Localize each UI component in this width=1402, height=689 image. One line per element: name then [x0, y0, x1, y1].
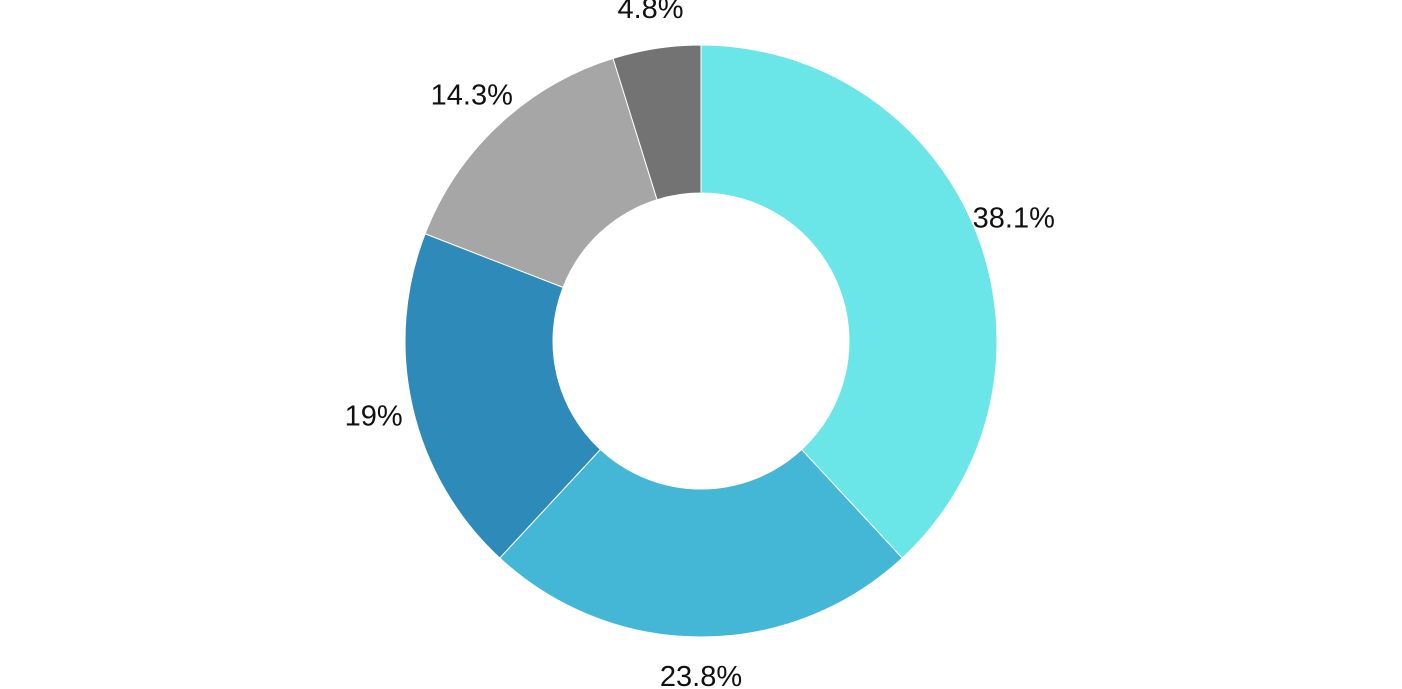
donut-labels: 38.1% 23.8% 19% 14.3% 4.8% [345, 0, 1055, 689]
donut-slice-3 [424, 57, 658, 289]
donut-slice-0 [700, 44, 998, 559]
donut-slice-1 [499, 448, 903, 638]
slice-label-4: 4.8% [617, 0, 683, 25]
slice-label-0: 38.1% [973, 202, 1055, 234]
donut-slice-4 [612, 44, 702, 201]
donut-slice-2 [404, 233, 602, 559]
slice-label-3: 14.3% [431, 79, 513, 111]
donut-slices [404, 44, 998, 638]
slice-label-1: 23.8% [660, 661, 742, 689]
slice-label-2: 19% [345, 400, 403, 432]
